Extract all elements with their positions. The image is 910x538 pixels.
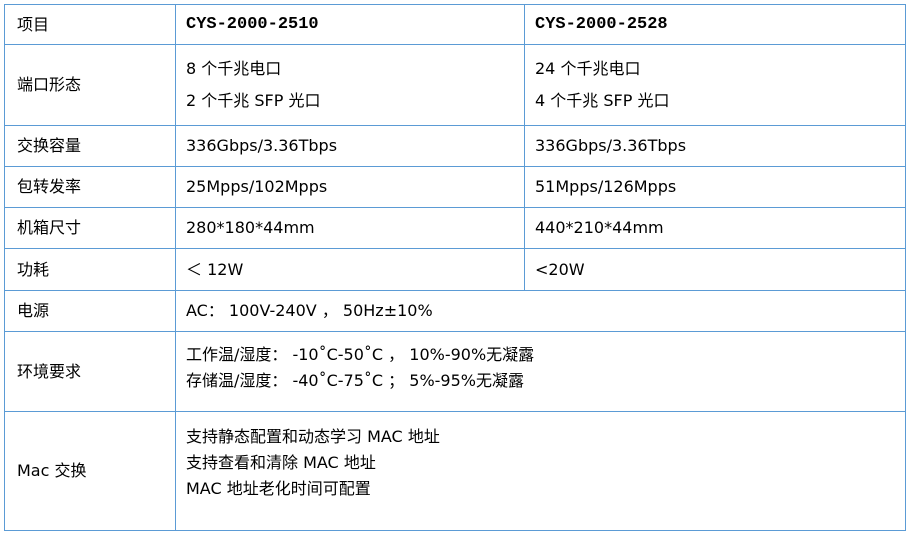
ports-b: 24 个千兆电口 4 个千兆 SFP 光口 [524, 44, 906, 126]
spec-table: 项目 CYS-2000-2510 CYS-2000-2528 端口形态 8 个千… [4, 4, 906, 531]
cell-line: 工作温/湿度： -10˚C-50˚C ， 10%-90%无凝露 [186, 345, 535, 364]
table-row: 交换容量 336Gbps/3.36Tbps 336Gbps/3.36Tbps [4, 125, 906, 167]
cell: 25Mpps/102Mpps [175, 166, 525, 208]
row-label: 交换容量 [4, 125, 176, 167]
cell: 支持静态配置和动态学习 MAC 地址 支持查看和清除 MAC 地址 MAC 地址… [175, 411, 906, 531]
table-row: 功耗 ＜ 12W <20W [4, 248, 906, 291]
row-label: 功耗 [4, 248, 176, 291]
table-row: 机箱尺寸 280*180*44mm 440*210*44mm [4, 207, 906, 249]
cell-line: 支持查看和清除 MAC 地址 [186, 453, 376, 472]
cell-line: 24 个千兆电口 [535, 59, 641, 78]
header-model-b: CYS-2000-2528 [524, 4, 906, 45]
cell: 280*180*44mm [175, 207, 525, 249]
ports-a: 8 个千兆电口 2 个千兆 SFP 光口 [175, 44, 525, 126]
table-row: Mac 交换 支持静态配置和动态学习 MAC 地址 支持查看和清除 MAC 地址… [4, 411, 906, 531]
row-label: 端口形态 [4, 44, 176, 126]
row-label: 环境要求 [4, 331, 176, 412]
header-item: 项目 [4, 4, 176, 45]
header-row: 项目 CYS-2000-2510 CYS-2000-2528 [4, 4, 906, 45]
cell-line: 2 个千兆 SFP 光口 [186, 91, 321, 110]
cell: AC： 100V-240V ， 50Hz±10% [175, 290, 906, 332]
cell: 336Gbps/3.36Tbps [524, 125, 906, 167]
row-label: 包转发率 [4, 166, 176, 208]
cell-line: 支持静态配置和动态学习 MAC 地址 [186, 427, 440, 446]
table-row: 包转发率 25Mpps/102Mpps 51Mpps/126Mpps [4, 166, 906, 208]
cell: ＜ 12W [175, 248, 525, 291]
row-label: Mac 交换 [4, 411, 176, 531]
row-label: 电源 [4, 290, 176, 332]
cell-line: 存储温/湿度： -40˚C-75˚C ； 5%-95%无凝露 [186, 371, 524, 390]
cell-line: 8 个千兆电口 [186, 59, 282, 78]
table-row: 端口形态 8 个千兆电口 2 个千兆 SFP 光口 24 个千兆电口 4 个千兆… [4, 44, 906, 126]
table-row: 环境要求 工作温/湿度： -10˚C-50˚C ， 10%-90%无凝露 存储温… [4, 331, 906, 412]
row-label: 机箱尺寸 [4, 207, 176, 249]
header-model-a: CYS-2000-2510 [175, 4, 525, 45]
cell: 440*210*44mm [524, 207, 906, 249]
cell-line: 4 个千兆 SFP 光口 [535, 91, 670, 110]
cell: 336Gbps/3.36Tbps [175, 125, 525, 167]
cell-line: MAC 地址老化时间可配置 [186, 479, 371, 498]
table-row: 电源 AC： 100V-240V ， 50Hz±10% [4, 290, 906, 332]
cell: <20W [524, 248, 906, 291]
cell: 工作温/湿度： -10˚C-50˚C ， 10%-90%无凝露 存储温/湿度： … [175, 331, 906, 412]
cell: 51Mpps/126Mpps [524, 166, 906, 208]
